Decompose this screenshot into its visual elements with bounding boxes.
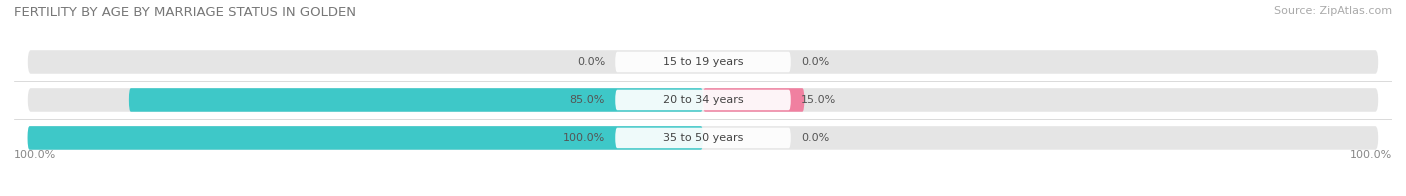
Text: 100.0%: 100.0% — [1350, 150, 1392, 160]
FancyBboxPatch shape — [703, 88, 804, 112]
Text: 15 to 19 years: 15 to 19 years — [662, 57, 744, 67]
Text: 0.0%: 0.0% — [801, 57, 830, 67]
Text: 100.0%: 100.0% — [562, 133, 605, 143]
Text: 15.0%: 15.0% — [801, 95, 837, 105]
FancyBboxPatch shape — [28, 50, 1378, 74]
FancyBboxPatch shape — [616, 90, 790, 110]
Text: FERTILITY BY AGE BY MARRIAGE STATUS IN GOLDEN: FERTILITY BY AGE BY MARRIAGE STATUS IN G… — [14, 6, 356, 19]
Legend: Married, Unmarried: Married, Unmarried — [620, 195, 786, 196]
FancyBboxPatch shape — [129, 88, 703, 112]
Text: 20 to 34 years: 20 to 34 years — [662, 95, 744, 105]
FancyBboxPatch shape — [28, 88, 1378, 112]
Text: 0.0%: 0.0% — [576, 57, 605, 67]
Text: 35 to 50 years: 35 to 50 years — [662, 133, 744, 143]
Text: Source: ZipAtlas.com: Source: ZipAtlas.com — [1274, 6, 1392, 16]
FancyBboxPatch shape — [28, 126, 1378, 150]
FancyBboxPatch shape — [28, 126, 703, 150]
Text: 0.0%: 0.0% — [801, 133, 830, 143]
FancyBboxPatch shape — [616, 52, 790, 72]
FancyBboxPatch shape — [616, 128, 790, 148]
Text: 85.0%: 85.0% — [569, 95, 605, 105]
Text: 100.0%: 100.0% — [14, 150, 56, 160]
